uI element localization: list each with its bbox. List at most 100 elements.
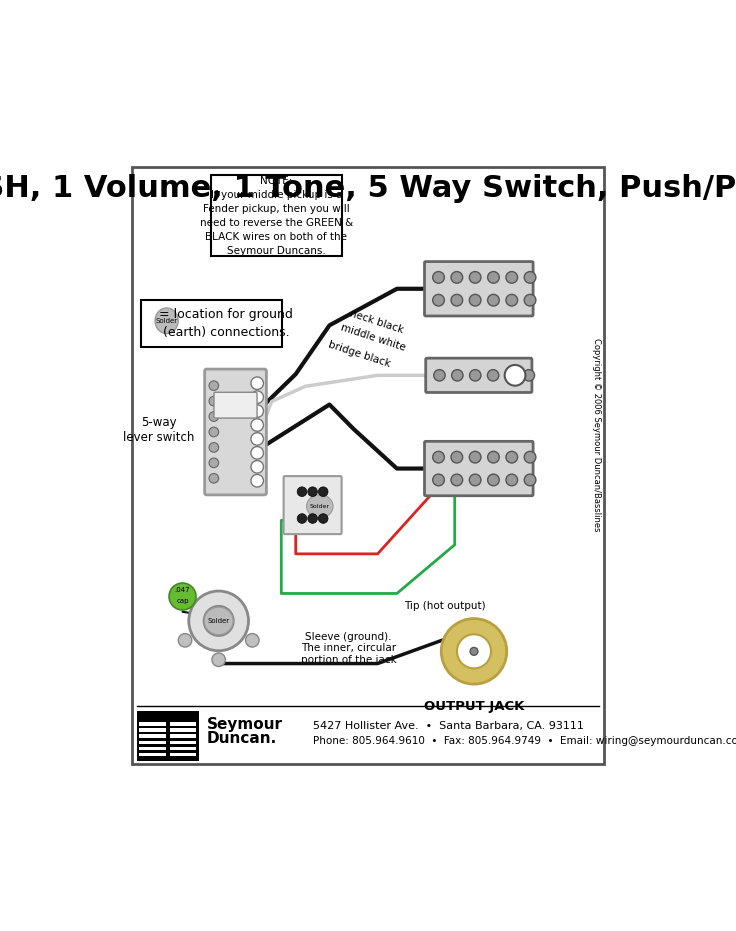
Bar — [169, 747, 196, 750]
Ellipse shape — [155, 308, 178, 333]
Circle shape — [319, 487, 328, 496]
Circle shape — [433, 272, 445, 283]
Circle shape — [470, 452, 481, 463]
Circle shape — [297, 487, 307, 496]
Circle shape — [251, 391, 263, 403]
Text: Seymour: Seymour — [207, 717, 283, 732]
Circle shape — [524, 294, 536, 306]
Circle shape — [251, 447, 263, 459]
Circle shape — [308, 514, 317, 523]
Circle shape — [488, 294, 499, 306]
Circle shape — [204, 606, 233, 636]
Circle shape — [470, 294, 481, 306]
Circle shape — [506, 294, 517, 306]
Text: Solder: Solder — [208, 618, 230, 624]
Circle shape — [212, 653, 225, 667]
Circle shape — [297, 514, 307, 523]
Circle shape — [506, 272, 517, 283]
Ellipse shape — [204, 607, 233, 635]
Text: NOTE:
If your middle pickup is a
Fender pickup, then you will
need to reverse th: NOTE: If your middle pickup is a Fender … — [200, 176, 353, 256]
Circle shape — [433, 294, 445, 306]
Text: Tip (hot output): Tip (hot output) — [404, 600, 486, 611]
Text: Solder: Solder — [310, 504, 330, 509]
Circle shape — [470, 370, 481, 381]
Circle shape — [169, 583, 196, 610]
Circle shape — [451, 452, 463, 463]
Circle shape — [524, 272, 536, 283]
Circle shape — [470, 647, 478, 655]
Circle shape — [209, 442, 219, 452]
Circle shape — [452, 370, 463, 381]
Circle shape — [308, 487, 317, 496]
Circle shape — [451, 272, 463, 283]
Circle shape — [433, 474, 445, 486]
Text: bridge black: bridge black — [327, 340, 392, 370]
Circle shape — [209, 427, 219, 437]
Circle shape — [246, 634, 259, 647]
FancyBboxPatch shape — [205, 369, 266, 495]
Circle shape — [470, 272, 481, 283]
Bar — [139, 740, 166, 744]
Circle shape — [251, 377, 263, 389]
Circle shape — [487, 370, 499, 381]
Circle shape — [506, 452, 517, 463]
Bar — [137, 711, 199, 761]
FancyBboxPatch shape — [214, 392, 257, 418]
Bar — [169, 753, 196, 756]
Circle shape — [506, 474, 517, 486]
Circle shape — [457, 634, 491, 668]
FancyBboxPatch shape — [210, 175, 342, 256]
Bar — [169, 722, 196, 725]
Ellipse shape — [307, 494, 333, 518]
Circle shape — [441, 618, 507, 684]
Text: middle white: middle white — [339, 322, 406, 353]
Circle shape — [488, 452, 499, 463]
Circle shape — [523, 370, 534, 381]
Circle shape — [209, 474, 219, 483]
Text: = location for ground: = location for ground — [159, 308, 293, 321]
Text: neck black: neck black — [349, 309, 405, 336]
Text: OUTPUT JACK: OUTPUT JACK — [424, 700, 524, 713]
Circle shape — [209, 458, 219, 467]
Circle shape — [251, 405, 263, 417]
Circle shape — [488, 474, 499, 486]
Text: 5427 Hollister Ave.  •  Santa Barbara, CA. 93111: 5427 Hollister Ave. • Santa Barbara, CA.… — [313, 722, 584, 732]
Circle shape — [178, 634, 192, 647]
FancyBboxPatch shape — [283, 476, 342, 534]
Circle shape — [451, 294, 463, 306]
Circle shape — [209, 412, 219, 422]
Bar — [169, 740, 196, 744]
Circle shape — [251, 461, 263, 473]
Circle shape — [488, 272, 499, 283]
Text: HSH, 1 Volume, 1 Tone, 5 Way Switch, Push/Pull: HSH, 1 Volume, 1 Tone, 5 Way Switch, Pus… — [0, 174, 736, 203]
FancyBboxPatch shape — [425, 358, 532, 393]
FancyBboxPatch shape — [425, 441, 533, 495]
Text: Solder: Solder — [155, 317, 177, 324]
Circle shape — [209, 381, 219, 390]
Bar — [169, 728, 196, 732]
Bar — [139, 747, 166, 750]
Bar — [139, 735, 166, 738]
Bar — [139, 722, 166, 725]
Text: Duncan.: Duncan. — [207, 731, 277, 746]
Circle shape — [251, 433, 263, 445]
Circle shape — [189, 591, 249, 651]
Bar — [139, 728, 166, 732]
Circle shape — [209, 397, 219, 406]
Text: Phone: 805.964.9610  •  Fax: 805.964.9749  •  Email: wiring@seymourduncan.com: Phone: 805.964.9610 • Fax: 805.964.9749 … — [313, 735, 736, 746]
Circle shape — [319, 514, 328, 523]
Text: Sleeve (ground).
The inner, circular
portion of the jack: Sleeve (ground). The inner, circular por… — [301, 632, 397, 665]
Bar — [139, 753, 166, 756]
Circle shape — [251, 419, 263, 431]
FancyBboxPatch shape — [425, 262, 533, 316]
Bar — [169, 735, 196, 738]
Circle shape — [251, 475, 263, 487]
Circle shape — [433, 452, 445, 463]
Text: Copyright © 2006 Seymour Duncan/Basslines: Copyright © 2006 Seymour Duncan/Bassline… — [592, 338, 601, 532]
Text: cap: cap — [177, 599, 188, 604]
Text: .047: .047 — [174, 587, 191, 593]
Circle shape — [524, 452, 536, 463]
Circle shape — [434, 370, 445, 381]
Circle shape — [451, 474, 463, 486]
Text: (earth) connections.: (earth) connections. — [163, 327, 289, 340]
